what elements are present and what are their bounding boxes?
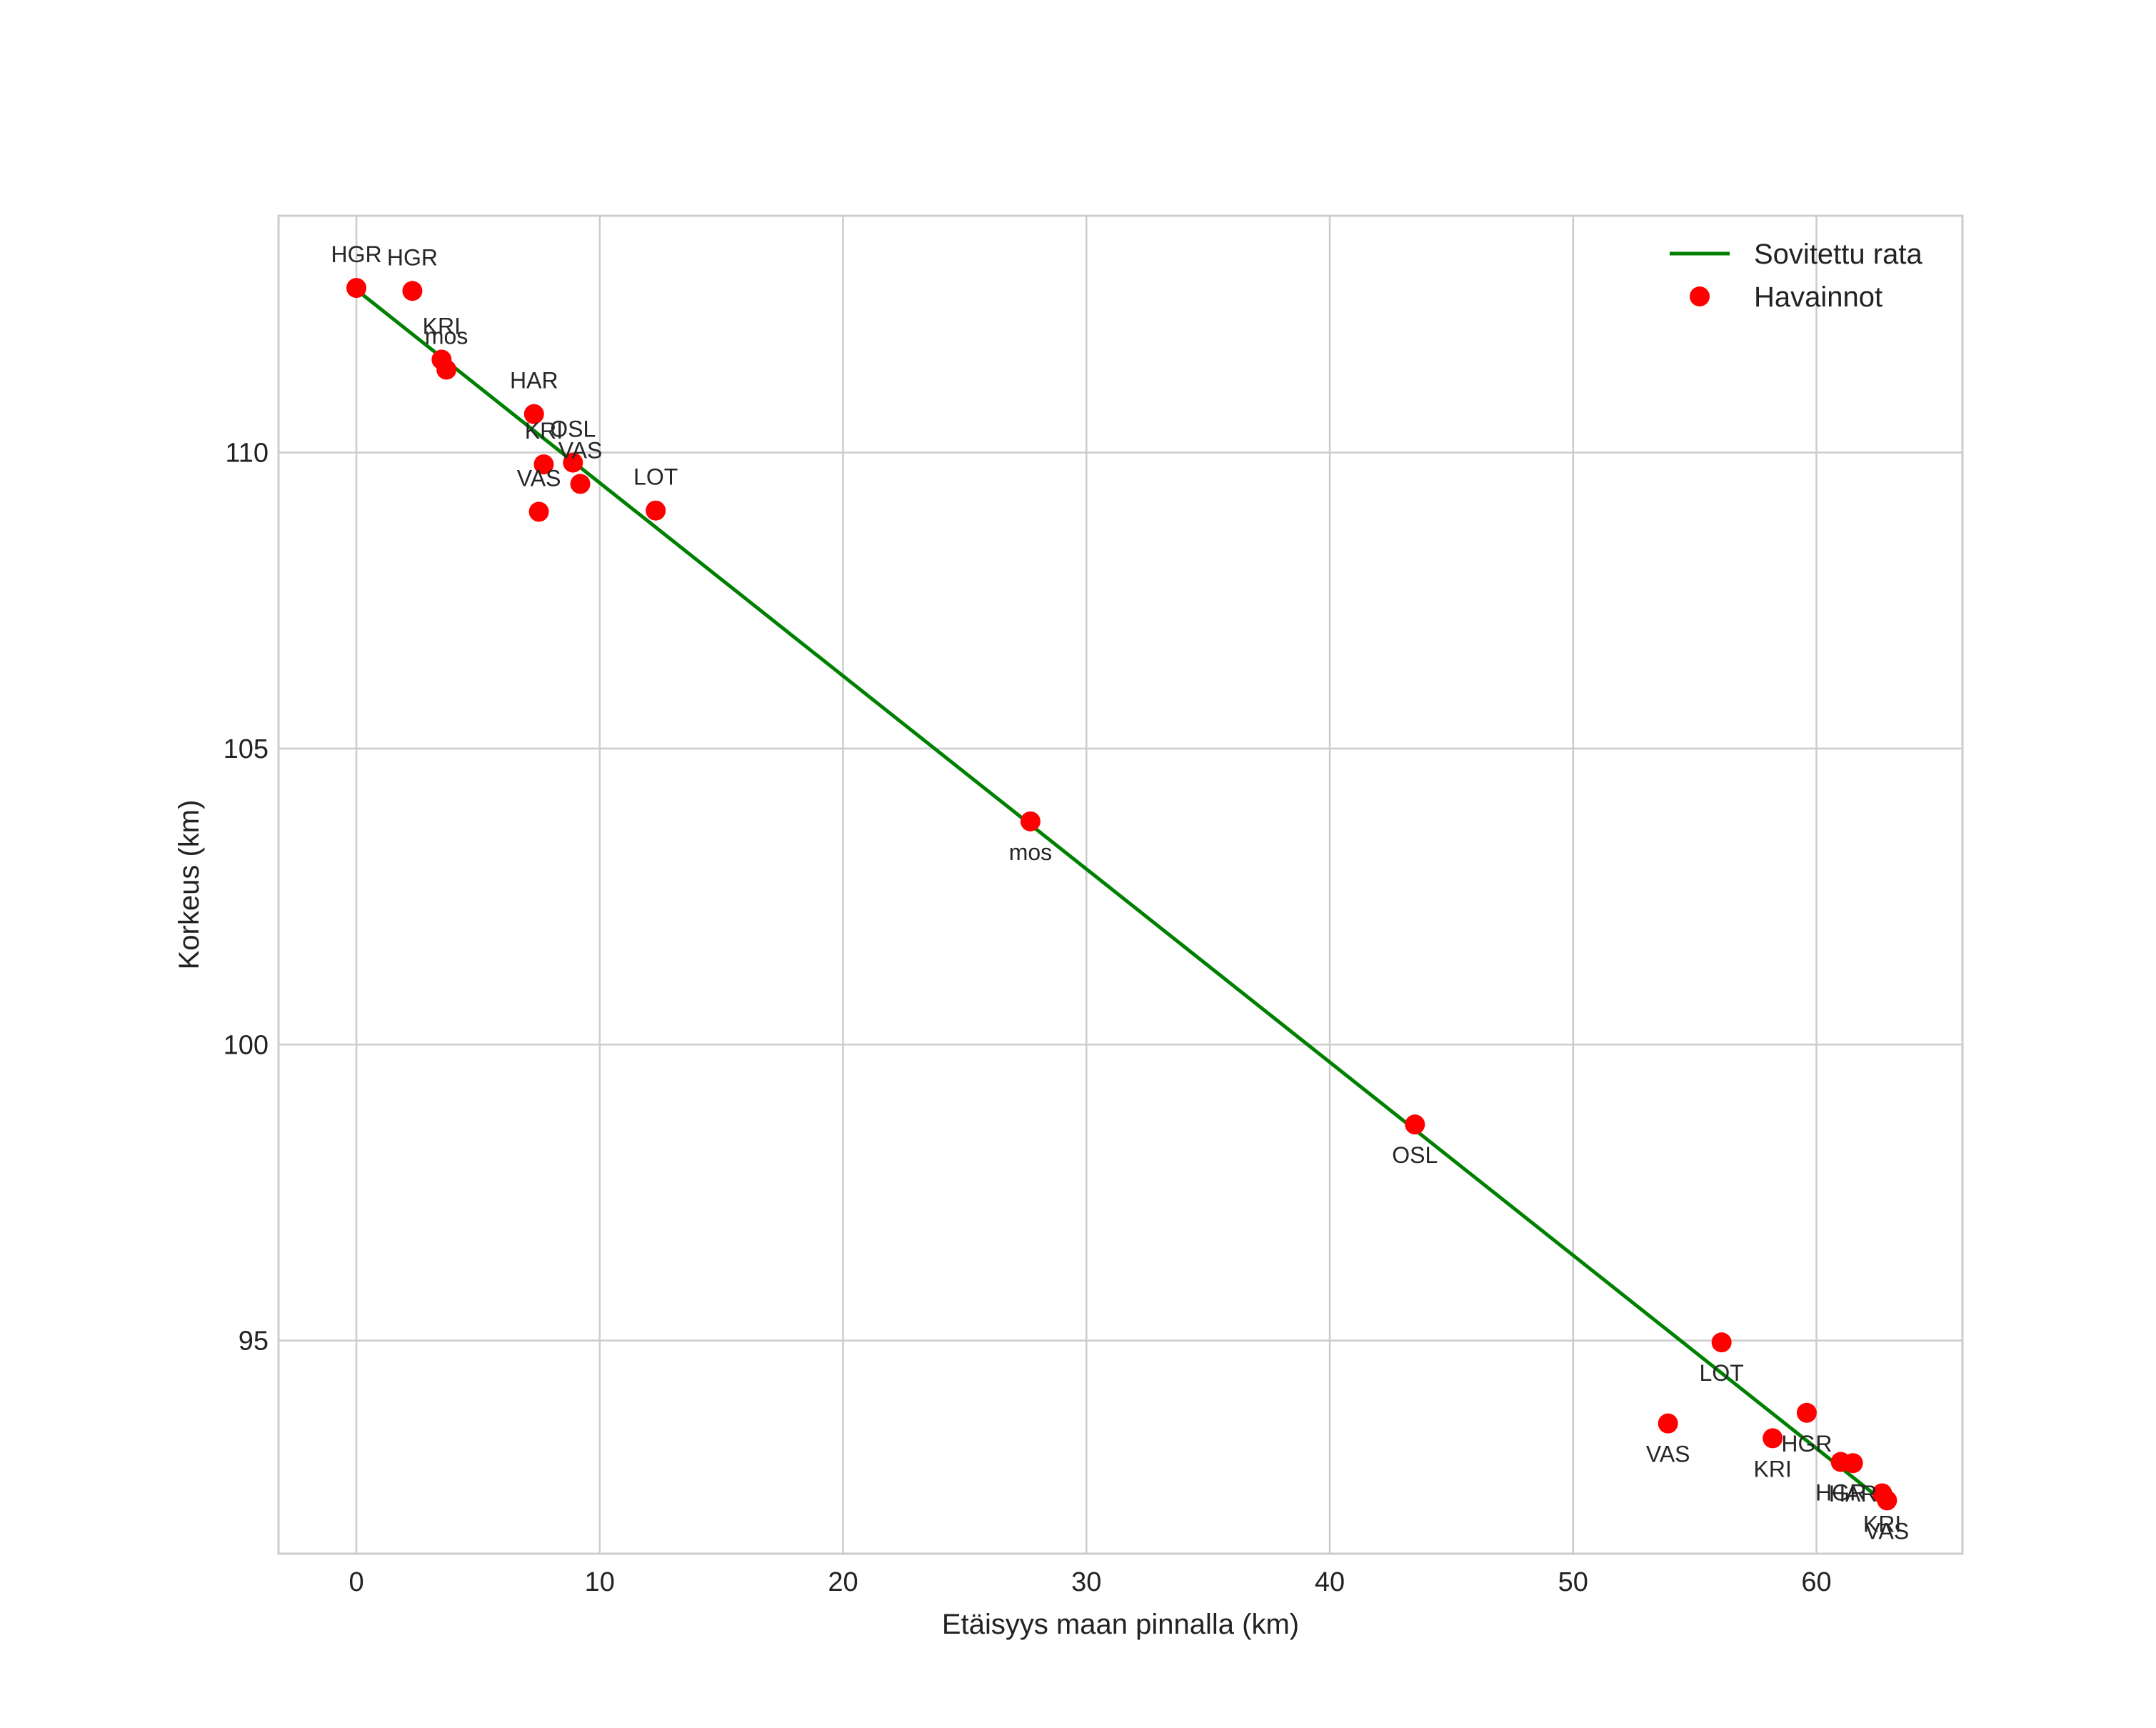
point-label: KRI	[525, 418, 563, 444]
fit-line-layer	[355, 288, 1891, 1508]
data-point	[1877, 1490, 1897, 1511]
point-label: HGR	[331, 241, 381, 267]
point-label: HAR	[510, 368, 558, 394]
data-point	[402, 281, 423, 301]
tick-labels: 0 10 20 30 40 50 60 95 100 105 110	[224, 439, 1832, 1597]
data-point	[528, 501, 549, 522]
data-point	[1796, 1402, 1817, 1423]
x-tick-label: 10	[585, 1567, 615, 1597]
data-point	[1405, 1114, 1425, 1135]
x-tick-label: 40	[1315, 1567, 1345, 1597]
point-label: OSL	[1392, 1142, 1438, 1168]
point-label: HGR	[1781, 1431, 1832, 1457]
observation-points	[346, 278, 1897, 1511]
x-tick-label: 50	[1558, 1567, 1588, 1597]
data-point	[523, 404, 544, 424]
x-tick-label: 60	[1801, 1567, 1831, 1597]
data-point	[1658, 1413, 1678, 1434]
x-tick-label: 0	[349, 1567, 363, 1597]
legend-label-fit: Sovitettu rata	[1754, 239, 1922, 270]
point-label: mos	[425, 323, 468, 349]
y-tick-label: 95	[239, 1327, 269, 1357]
x-tick-label: 30	[1071, 1567, 1101, 1597]
data-point	[570, 474, 591, 494]
data-point	[346, 278, 367, 299]
data-point	[533, 454, 554, 475]
data-point	[563, 452, 583, 473]
point-label: HGR	[1815, 1480, 1866, 1506]
legend: Sovitettu rata Havainnot	[1670, 239, 1922, 313]
point-label: VAS	[558, 437, 603, 463]
point-label: VAS	[517, 465, 561, 491]
data-point	[646, 500, 666, 521]
point-label: KRI	[423, 313, 461, 339]
point-label: mos	[1009, 839, 1052, 865]
point-label: VAS	[1865, 1518, 1910, 1544]
plot-frame	[277, 214, 1964, 1555]
point-label: HGR	[387, 244, 438, 270]
fit-line	[355, 288, 1891, 1508]
legend-marker-swatch	[1690, 286, 1710, 306]
point-label: KRI	[1754, 1456, 1792, 1482]
point-label: LOT	[633, 464, 678, 490]
legend-label-observations: Havainnot	[1754, 281, 1882, 313]
y-tick-label: 110	[225, 439, 269, 469]
point-label: LOT	[1700, 1360, 1744, 1386]
point-label: HAR	[1829, 1481, 1877, 1507]
x-tick-label: 20	[828, 1567, 858, 1597]
x-axis-label: Etäisyys maan pinnalla (km)	[942, 1609, 1299, 1640]
data-point	[1020, 811, 1041, 831]
data-point	[1763, 1428, 1783, 1449]
data-point	[436, 359, 457, 380]
data-point	[1842, 1453, 1863, 1474]
data-point	[1711, 1332, 1732, 1353]
y-axis-label: Korkeus (km)	[174, 800, 205, 970]
point-label: VAS	[1646, 1442, 1690, 1467]
point-label: KRI	[1863, 1511, 1901, 1537]
y-tick-label: 105	[224, 734, 269, 764]
y-tick-label: 100	[224, 1030, 269, 1060]
point-label: OSL	[550, 416, 596, 442]
